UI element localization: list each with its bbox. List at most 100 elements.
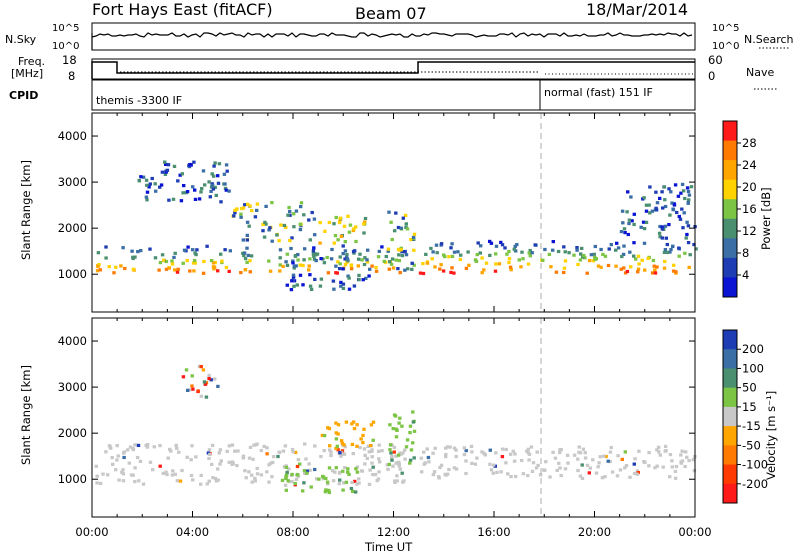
power-colorbar-ticks: 28 24 20 16 12 8 4 <box>737 136 757 282</box>
power-ytick-label: 1000 <box>58 267 87 281</box>
power-cell <box>596 264 601 268</box>
velocity-cell <box>385 463 390 467</box>
power-cell <box>367 274 371 278</box>
power-cell <box>507 257 512 261</box>
power-cell <box>153 256 158 260</box>
power-cell <box>335 271 339 275</box>
power-cell <box>390 237 394 242</box>
velocity-cell <box>138 459 143 463</box>
nsky-frame <box>91 22 696 51</box>
power-colorbar-tick-label: 20 <box>742 180 757 194</box>
power-cell <box>291 273 296 277</box>
power-cell <box>494 244 499 248</box>
velocity-cell <box>322 434 327 438</box>
velocity-cell <box>104 450 108 454</box>
power-cell <box>338 255 342 259</box>
power-cell <box>627 218 632 222</box>
velocity-cell <box>325 480 330 484</box>
power-cell <box>171 197 176 201</box>
power-cell <box>421 262 425 266</box>
velocity-cell <box>377 457 381 461</box>
power-cell <box>629 265 633 269</box>
station-title: Fort Hays East (fitACF) <box>92 0 273 19</box>
velocity-cell <box>335 444 339 448</box>
velocity-frame <box>91 317 696 518</box>
time-tick-label: 00:00 <box>678 525 711 539</box>
power-cell <box>647 203 651 207</box>
velocity-cell <box>616 454 620 458</box>
power-cell <box>441 269 446 273</box>
velocity-cell <box>251 457 255 461</box>
power-cell <box>319 257 323 261</box>
power-cell <box>636 267 641 271</box>
velocity-cell <box>115 458 119 462</box>
velocity-cell <box>98 481 103 486</box>
power-cell <box>329 257 334 261</box>
power-cell <box>466 250 470 254</box>
power-cell <box>685 186 690 190</box>
power-cell <box>680 182 685 186</box>
power-cell <box>217 162 222 166</box>
power-cell <box>351 228 356 233</box>
velocity-cell <box>342 443 346 447</box>
power-cell <box>530 251 534 255</box>
power-cell <box>308 257 312 261</box>
power-cell <box>166 163 171 167</box>
velocity-ytick-label: 2000 <box>58 426 87 440</box>
power-cell <box>665 250 670 255</box>
velocity-cell <box>576 468 580 473</box>
power-cell <box>224 163 229 167</box>
power-cell <box>503 246 507 250</box>
power-cell <box>572 253 576 257</box>
velocity-cell <box>355 482 359 486</box>
velocity-cell <box>397 460 401 464</box>
power-cell <box>245 238 249 242</box>
velocity-cell <box>363 462 367 466</box>
velocity-cell <box>233 449 237 453</box>
power-cell <box>188 162 192 167</box>
velocity-cell <box>469 444 474 448</box>
nsky-strip: N.Sky 10^5 10^0 10^5 10^0 N.Search <box>5 22 794 52</box>
velocity-cell <box>559 474 563 478</box>
power-cell <box>216 181 221 185</box>
date-label: 18/Mar/2014 <box>586 0 688 19</box>
power-cell <box>507 260 511 265</box>
velocity-cell <box>185 455 189 459</box>
velocity-cell <box>219 459 223 463</box>
power-cell <box>294 209 299 213</box>
power-cell <box>336 260 340 264</box>
velocity-cell <box>334 421 338 425</box>
power-cell <box>599 247 603 252</box>
power-cell <box>636 270 640 274</box>
velocity-cell <box>324 476 328 481</box>
power-cell <box>209 185 214 189</box>
power-scatter <box>95 160 698 292</box>
power-cell <box>479 244 483 248</box>
power-cell <box>298 273 303 277</box>
power-cell <box>209 189 213 193</box>
power-cell <box>212 164 216 168</box>
velocity-ytick-label: 3000 <box>58 380 87 394</box>
power-cell <box>449 246 453 250</box>
power-cell <box>541 258 545 262</box>
power-cell <box>338 262 342 266</box>
power-y-axis: 1000 2000 3000 4000 <box>58 129 695 281</box>
velocity-cell <box>313 444 317 448</box>
power-cell <box>362 222 366 226</box>
velocity-cell <box>377 470 381 474</box>
power-cell <box>264 222 268 226</box>
cpid-segment-2: normal (fast) 151 IF <box>544 86 653 99</box>
power-cell <box>642 241 647 245</box>
velocity-cell <box>366 444 370 448</box>
power-cell <box>185 259 189 263</box>
velocity-cell <box>664 449 668 453</box>
velocity-cell <box>243 469 247 473</box>
power-cell <box>368 267 372 271</box>
power-cell <box>397 259 401 263</box>
velocity-cell <box>504 461 508 465</box>
power-cell <box>330 247 334 252</box>
velocity-cell <box>346 470 350 474</box>
velocity-colorbar-swatch <box>723 406 737 427</box>
power-cell <box>652 264 656 268</box>
velocity-cell <box>339 454 343 458</box>
